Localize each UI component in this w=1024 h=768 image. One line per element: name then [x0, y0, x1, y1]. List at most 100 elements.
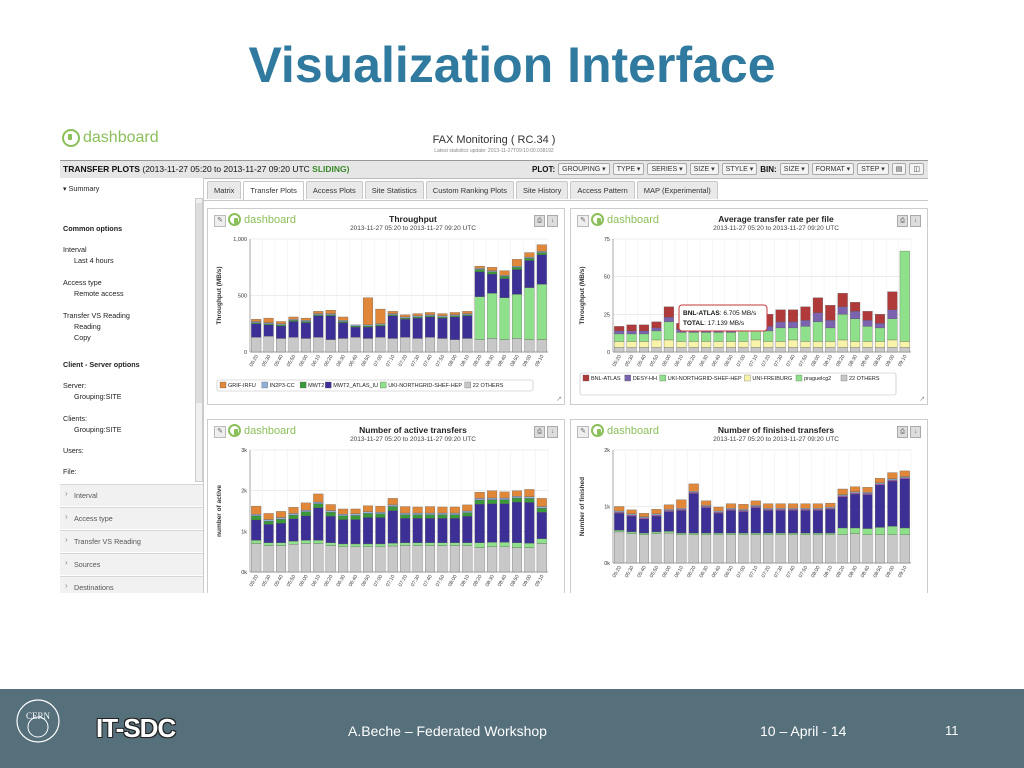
save-icon[interactable]: ◫ [909, 163, 924, 175]
legend-swatch [325, 381, 332, 389]
bar-segment [288, 513, 299, 516]
bar-segment [263, 545, 274, 573]
bar-segment [362, 543, 373, 547]
download-icon[interactable]: ↓ [547, 215, 558, 227]
bar-segment [338, 546, 349, 573]
bar-segment [862, 311, 873, 321]
bin-step-dropdown[interactable]: STEP ▾ [857, 163, 889, 175]
users-label: Users: [63, 446, 84, 455]
edit-plot-icon[interactable]: ✎ [577, 215, 589, 227]
print-icon[interactable]: ⎙ [897, 426, 908, 438]
bar-segment [474, 271, 485, 297]
legend-label: GRIF-IRFU [228, 383, 256, 389]
tab-access-pattern[interactable]: Access Pattern [570, 181, 635, 199]
x-tick-label: 07:20 [760, 565, 772, 579]
type-dropdown[interactable]: TYPE ▾ [612, 163, 645, 175]
tab-access-plots[interactable]: Access Plots [305, 181, 363, 199]
legend-label: UKI-NORTHGRID-SHEF-HEP [668, 376, 742, 382]
y-tick-label: 0 [244, 350, 247, 356]
x-tick-label: 08:40 [497, 354, 509, 368]
bar-segment [651, 509, 662, 514]
chart-title: Throughput [389, 214, 437, 224]
accordion-destinations[interactable]: Destinations [60, 576, 203, 593]
x-tick-label: 07:30 [410, 354, 422, 368]
sidebar-scroll-thumb[interactable] [196, 203, 202, 403]
tab-map-experimental[interactable]: MAP (Experimental) [636, 181, 718, 199]
bar-segment [449, 512, 460, 515]
bar-segment [499, 491, 510, 499]
print-icon[interactable]: ⎙ [897, 215, 908, 227]
sidebar-scrollbar[interactable] [195, 198, 203, 482]
clients-value[interactable]: Grouping:SITE [74, 425, 122, 434]
summary-toggle[interactable]: ▾ Summary [63, 184, 100, 193]
plot-label: PLOT: [532, 164, 556, 174]
bar-segment [474, 499, 485, 505]
bar-segment [812, 297, 823, 313]
x-tick-label: 07:50 [798, 354, 810, 368]
series-dropdown[interactable]: SERIES ▾ [647, 163, 687, 175]
x-tick-label: 07:10 [385, 354, 397, 368]
panel-logo: dashboard [591, 424, 659, 437]
bin-format-dropdown[interactable]: FORMAT ▾ [811, 163, 855, 175]
bar-segment [400, 316, 411, 319]
bar-segment [325, 545, 336, 573]
accordion-interval[interactable]: Interval [60, 484, 203, 506]
x-tick-label: 05:50 [286, 574, 298, 588]
size-dropdown[interactable]: SIZE ▾ [689, 163, 719, 175]
edit-plot-icon[interactable]: ✎ [214, 215, 226, 227]
bar-segment [651, 514, 662, 517]
bar-segment [288, 319, 299, 321]
bar-segment [825, 532, 836, 535]
accordion-access-type-label: Access type [74, 514, 113, 523]
bar-segment [701, 507, 712, 534]
tab-site-history[interactable]: Site History [515, 181, 569, 199]
edit-plot-icon[interactable]: ✎ [577, 426, 589, 438]
bar-segment [325, 510, 336, 513]
bin-size-dropdown[interactable]: SIZE ▾ [779, 163, 809, 175]
transfer-vs-reading-reading[interactable]: Reading [74, 322, 101, 331]
x-tick-label: 08:00 [810, 354, 822, 368]
style-dropdown[interactable]: STYLE ▾ [721, 163, 758, 175]
x-tick-label: 07:50 [798, 565, 810, 579]
dashboard-logo-icon [591, 213, 604, 226]
plots-mode: SLIDING) [312, 164, 350, 174]
bar-segment [899, 476, 910, 478]
accordion-access-type[interactable]: Access type [60, 507, 203, 529]
server-value[interactable]: Grouping:SITE [74, 392, 122, 401]
download-icon[interactable]: ↓ [547, 426, 558, 438]
bar-segment [626, 324, 637, 332]
tab-transfer-plots[interactable]: Transfer Plots [243, 181, 304, 200]
bar-segment [362, 325, 373, 328]
download-icon[interactable]: ↓ [910, 426, 921, 438]
interval-value[interactable]: Last 4 hours [74, 256, 114, 265]
bar-segment [862, 528, 873, 535]
edit-plot-icon[interactable]: ✎ [214, 426, 226, 438]
bar-segment [251, 321, 262, 323]
transfer-vs-reading-copy[interactable]: Copy [74, 333, 91, 342]
bar-segment [837, 306, 848, 315]
accordion-sources[interactable]: Sources [60, 553, 203, 575]
tab-site-statistics[interactable]: Site Statistics [364, 181, 424, 199]
download-icon[interactable]: ↓ [910, 215, 921, 227]
bar-segment [837, 495, 848, 498]
tab-matrix[interactable]: Matrix [207, 181, 242, 199]
bar-segment [375, 505, 386, 513]
accordion-transfer-vs-reading[interactable]: Transfer VS Reading [60, 530, 203, 552]
print-icon[interactable]: ⎙ [534, 426, 545, 438]
bar-segment [387, 545, 398, 573]
bar-segment [524, 542, 535, 548]
bar-segment [487, 271, 498, 275]
layout-toggle-icon[interactable]: ▤ [891, 163, 907, 175]
bar-segment [263, 317, 274, 323]
tab-custom-ranking-plots[interactable]: Custom Ranking Plots [425, 181, 514, 199]
panel-logo-text: dashboard [607, 424, 659, 437]
print-icon[interactable]: ⎙ [534, 215, 545, 227]
bar-segment [350, 515, 361, 520]
resize-handle-icon[interactable]: ↗ [919, 396, 925, 403]
resize-handle-icon[interactable]: ↗ [556, 396, 562, 403]
grouping-dropdown[interactable]: GROUPING ▾ [558, 163, 610, 175]
bar-segment [874, 527, 885, 535]
bar-segment [487, 497, 498, 500]
access-type-value[interactable]: Remote access [74, 289, 124, 298]
options-sidebar: ▾ Summary Common options Interval Last 4… [60, 178, 204, 593]
